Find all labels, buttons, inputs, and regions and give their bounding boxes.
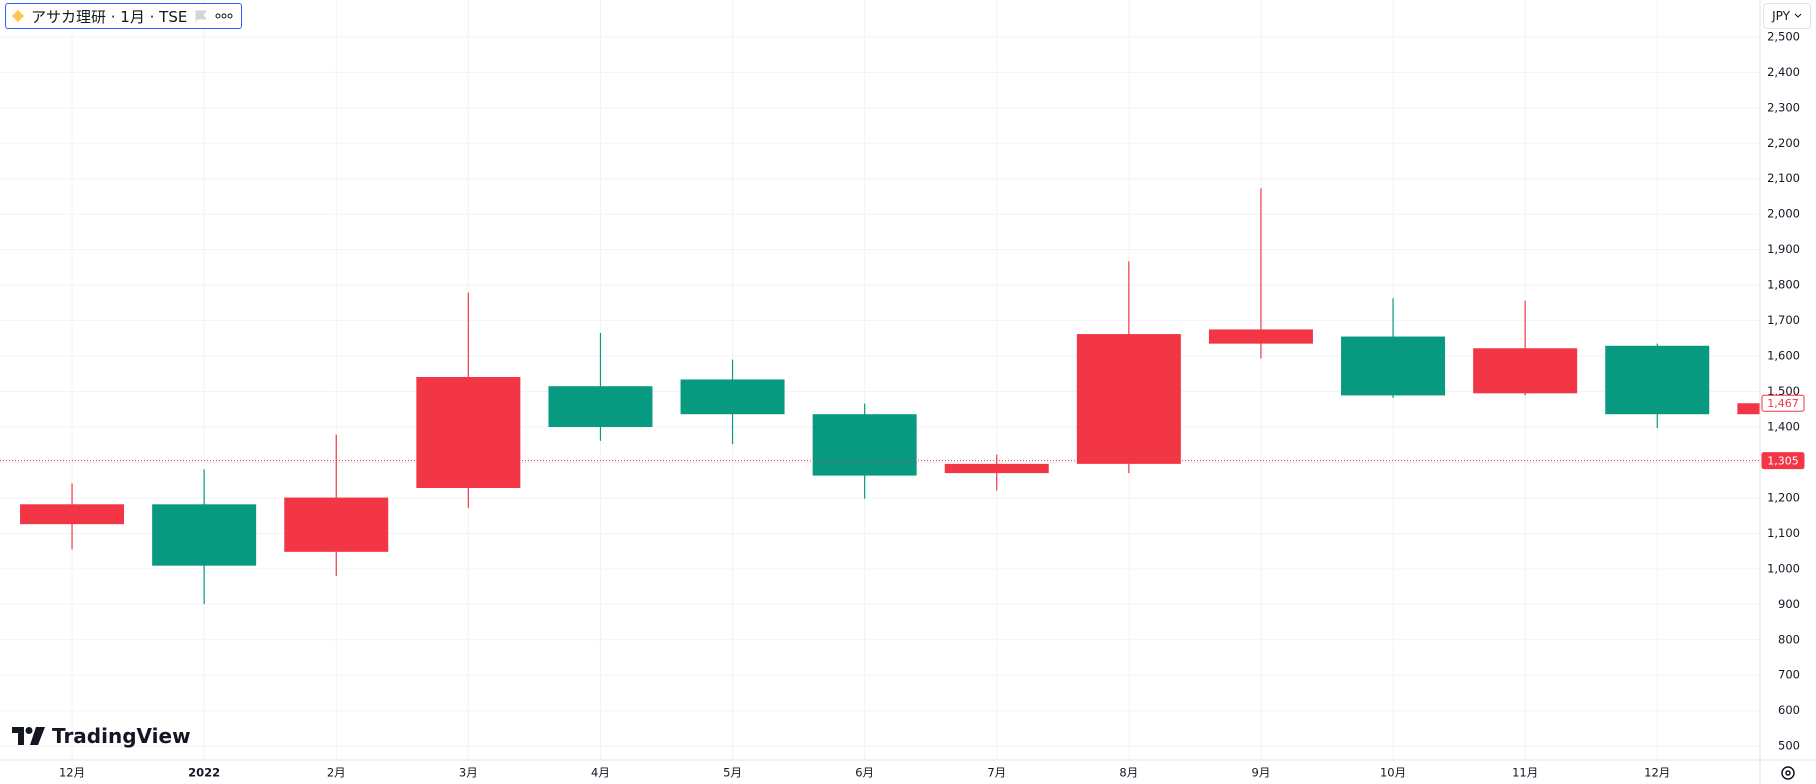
y-tick-label: 1,500 <box>1767 384 1800 398</box>
y-tick-label: 500 <box>1778 739 1800 753</box>
y-tick-label: 2,000 <box>1767 207 1800 221</box>
price-label: 1,467 <box>1767 397 1799 410</box>
y-tick-label: 1,200 <box>1767 490 1800 504</box>
y-tick-label: 1,000 <box>1767 561 1800 575</box>
x-tick-label: 6月 <box>855 766 874 780</box>
x-tick-label: 4月 <box>591 766 610 780</box>
y-tick-label: 2,500 <box>1767 29 1800 43</box>
y-tick-label: 2,200 <box>1767 136 1800 150</box>
gear-center <box>1785 770 1791 776</box>
candle-body <box>152 504 257 566</box>
candle-body <box>1737 403 1760 415</box>
y-tick-label: 1,600 <box>1767 349 1800 363</box>
currency-button[interactable]: JPY <box>1763 3 1811 29</box>
x-tick-label: 9月 <box>1252 766 1271 780</box>
flag-icon[interactable] <box>194 9 208 23</box>
x-tick-label: 12月 <box>59 766 85 780</box>
candle-body <box>1341 336 1446 396</box>
currency: JPY <box>1772 9 1790 23</box>
logo-text: TradingView <box>52 724 191 748</box>
x-tick-label: 11月 <box>1512 766 1538 780</box>
candle-body <box>548 386 653 427</box>
symbol-icon <box>12 10 24 22</box>
y-tick-label: 1,800 <box>1767 278 1800 292</box>
x-tick-label: 8月 <box>1119 766 1138 780</box>
y-tick-label: 1,900 <box>1767 242 1800 256</box>
x-tick-label: 12月 <box>1644 766 1670 780</box>
candle-body <box>20 504 125 525</box>
plot-area <box>0 188 1760 604</box>
axis-labels: 5006007008009001,0001,1001,2001,3001,400… <box>59 29 1805 780</box>
gear[interactable] <box>1781 766 1795 780</box>
y-tick-label: 2,100 <box>1767 171 1800 185</box>
candle-body <box>1076 334 1181 464</box>
settings-icon[interactable] <box>1781 766 1795 780</box>
candle-body <box>1208 329 1313 344</box>
y-tick-label: 1,400 <box>1767 419 1800 433</box>
logo-icon <box>12 727 45 745</box>
x-tick-label: 10月 <box>1380 766 1406 780</box>
candle-body <box>944 463 1049 474</box>
symbol-title: アサカ理研 · 1月 · TSE <box>31 7 188 26</box>
x-tick-label: 2022 <box>188 766 220 780</box>
y-tick-label: 1,700 <box>1767 313 1800 327</box>
x-tick-label: 3月 <box>459 766 478 780</box>
price-label-box <box>1761 394 1805 412</box>
y-tick-label: 900 <box>1778 597 1800 611</box>
y-tick-label: 800 <box>1778 632 1800 646</box>
candle-body <box>812 414 917 476</box>
watermark[interactable]: TradingView <box>12 724 191 748</box>
y-tick-label: 2,300 <box>1767 100 1800 114</box>
x-tick-label: 5月 <box>723 766 742 780</box>
chevron <box>1794 13 1802 18</box>
y-tick-label: 2,400 <box>1767 65 1800 79</box>
symbol-legend[interactable]: アサカ理研 · 1月 · TSE <box>5 3 243 29</box>
price-label-box <box>1761 452 1805 470</box>
candle-body <box>680 379 785 415</box>
y-tick-label: 700 <box>1778 668 1800 682</box>
candle-body <box>1605 345 1710 415</box>
candle-body <box>1473 348 1578 394</box>
price-label: 1,305 <box>1767 455 1799 468</box>
candle-body <box>284 497 389 552</box>
more-icon[interactable] <box>215 12 233 20</box>
candle-body <box>416 376 521 488</box>
x-tick-label: 7月 <box>987 766 1006 780</box>
y-tick-label: 600 <box>1778 703 1800 717</box>
x-tick-label: 2月 <box>327 766 346 780</box>
y-tick-label: 1,100 <box>1767 526 1800 540</box>
